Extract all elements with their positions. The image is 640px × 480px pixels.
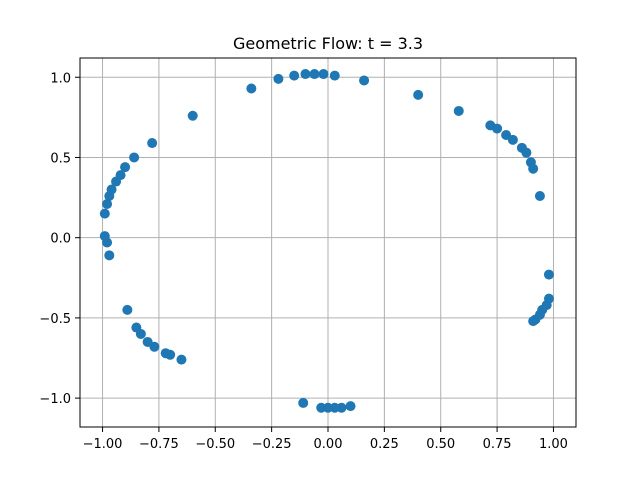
data-point bbox=[273, 73, 284, 84]
data-point bbox=[528, 316, 539, 327]
data-point bbox=[115, 170, 126, 181]
data-point bbox=[528, 163, 539, 174]
data-point bbox=[453, 105, 464, 116]
x-tick-label: −1.00 bbox=[83, 437, 123, 452]
data-point bbox=[329, 70, 340, 81]
x-tick-label: 0.25 bbox=[370, 437, 399, 452]
data-point bbox=[507, 134, 518, 145]
y-tick-label: −0.5 bbox=[39, 312, 71, 327]
x-tick-label: 1.00 bbox=[539, 437, 568, 452]
data-point bbox=[104, 250, 115, 261]
data-point bbox=[289, 70, 300, 81]
data-point bbox=[492, 123, 503, 134]
x-tick-label: −0.75 bbox=[139, 437, 179, 452]
data-point bbox=[106, 184, 117, 195]
x-tick-label: 0.50 bbox=[426, 437, 455, 452]
data-point bbox=[99, 208, 110, 219]
data-point bbox=[246, 83, 257, 94]
data-point bbox=[160, 348, 171, 359]
x-tick-label: −0.50 bbox=[195, 437, 235, 452]
data-point bbox=[521, 147, 532, 158]
data-point bbox=[300, 69, 311, 80]
data-point bbox=[413, 89, 424, 100]
data-point bbox=[359, 75, 370, 86]
x-tick-label: −0.25 bbox=[252, 437, 292, 452]
y-tick-label: 0.5 bbox=[50, 151, 71, 166]
data-point bbox=[534, 190, 545, 201]
y-tick-label: 0.0 bbox=[50, 232, 71, 247]
data-point bbox=[129, 152, 140, 163]
x-tick-label: 0.75 bbox=[483, 437, 512, 452]
data-point bbox=[187, 110, 198, 121]
chart-title: Geometric Flow: t = 3.3 bbox=[233, 34, 423, 53]
data-point bbox=[102, 198, 113, 209]
data-point bbox=[147, 138, 158, 149]
y-tick-label: −1.0 bbox=[39, 392, 71, 407]
data-point bbox=[316, 402, 327, 413]
data-point bbox=[142, 336, 153, 347]
data-point bbox=[122, 304, 133, 315]
data-point bbox=[131, 322, 142, 333]
data-point bbox=[543, 269, 554, 280]
data-point bbox=[176, 354, 187, 365]
data-point bbox=[298, 397, 309, 408]
y-tick-label: 1.0 bbox=[50, 71, 71, 86]
data-point bbox=[120, 162, 131, 173]
data-point bbox=[309, 69, 320, 80]
data-point bbox=[99, 231, 110, 242]
data-points bbox=[99, 69, 554, 413]
data-point bbox=[345, 401, 356, 412]
grid-lines bbox=[80, 58, 576, 427]
axis-ticks: −1.00 −0.75 −0.50 −0.25 0.00 0.25 0.50 0.75 1.00… bbox=[39, 71, 568, 452]
data-point bbox=[318, 69, 329, 80]
x-tick-label: 0.00 bbox=[314, 437, 343, 452]
